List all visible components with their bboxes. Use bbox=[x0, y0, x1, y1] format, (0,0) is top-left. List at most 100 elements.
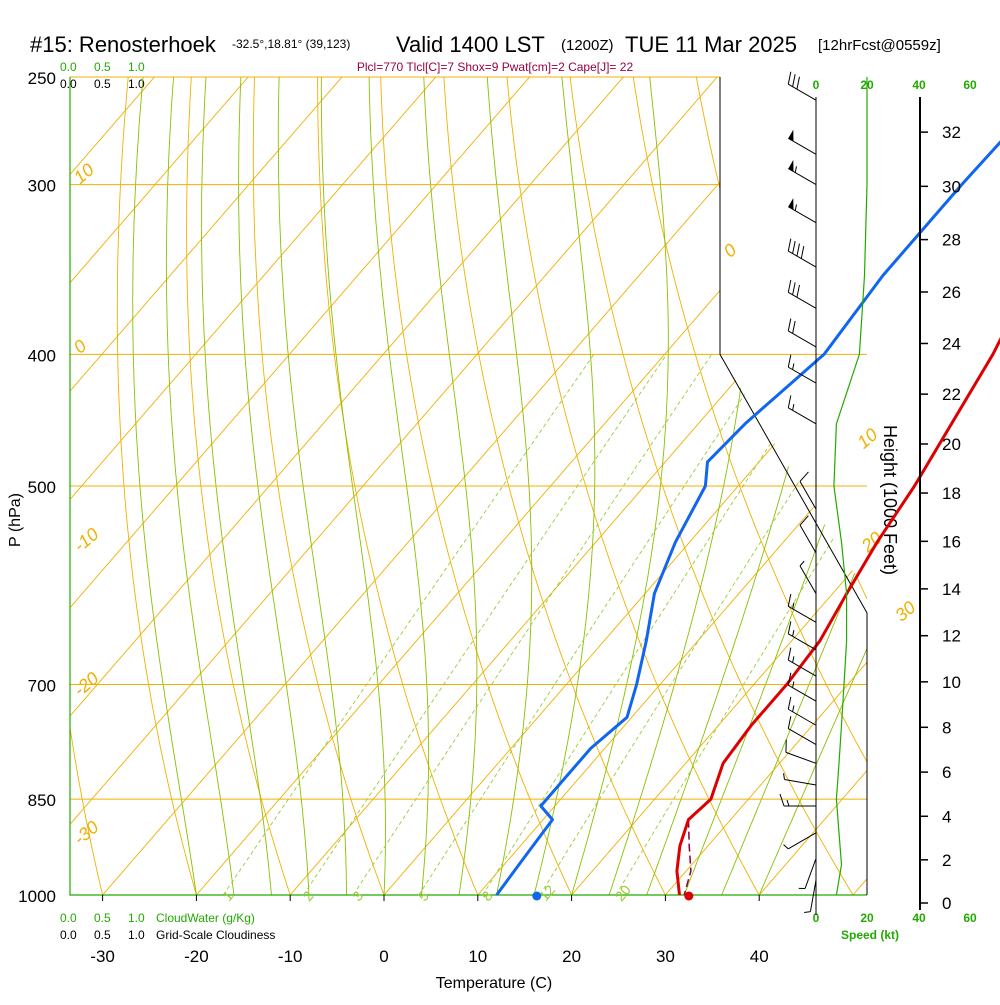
cloudwater-scale-top: 0.0 0.5 1.0 bbox=[60, 60, 145, 74]
wind-barb-full bbox=[788, 355, 791, 367]
height-tick-label: 12 bbox=[942, 627, 961, 646]
scale-label: 60 bbox=[963, 911, 977, 925]
height-axis-title: Height (1000 Feet) bbox=[880, 425, 900, 575]
dry-adiabat-line bbox=[630, 53, 966, 924]
mixing-ratio-label: 2 bbox=[299, 888, 316, 904]
height-tick-label: 26 bbox=[942, 283, 961, 302]
isotherm-label: 0 bbox=[720, 240, 741, 262]
wind-barb-full bbox=[788, 395, 791, 407]
wind-barb bbox=[780, 794, 816, 806]
wind-barb bbox=[800, 516, 816, 553]
scale-label: 1.0 bbox=[128, 928, 145, 942]
wind-barb bbox=[788, 160, 816, 185]
mixing-ratio-line bbox=[223, 354, 594, 895]
wind-barb-full bbox=[780, 794, 784, 806]
wind-barb-shaft bbox=[788, 729, 816, 745]
wind-barb-flag bbox=[788, 198, 793, 210]
chart-stats: Plcl=770 Tlcl[C]=7 Shox=9 Pwat[cm]=2 Cap… bbox=[357, 60, 634, 74]
scale-label: 1.0 bbox=[128, 911, 145, 925]
scale-label: 0.5 bbox=[94, 60, 111, 74]
wind-barb-full bbox=[788, 648, 791, 660]
wind-barb-flag bbox=[788, 130, 793, 142]
wind-barb-full bbox=[788, 239, 791, 251]
height-tick-label: 0 bbox=[942, 894, 951, 913]
wind-barb-shaft bbox=[810, 880, 816, 912]
cloudwater-scale-bottom: 0.0 0.5 1.0 CloudWater (g/Kg) bbox=[60, 911, 255, 925]
wind-barb bbox=[788, 130, 816, 155]
chart-valid-time: Valid 1400 LST bbox=[396, 32, 545, 57]
isotherm-label: 10 bbox=[70, 159, 98, 187]
mixing-ratio-label: 1 bbox=[219, 888, 236, 904]
wind-barb-full bbox=[801, 246, 804, 258]
wind-barb bbox=[788, 716, 816, 744]
scale-label: 0.0 bbox=[60, 77, 77, 91]
wind-barb-full bbox=[800, 472, 808, 481]
wind-barb-full bbox=[797, 77, 800, 89]
chart-date: TUE 11 Mar 2025 bbox=[625, 32, 797, 57]
wind-barb-shaft bbox=[805, 858, 816, 888]
x-tick-label: 20 bbox=[562, 947, 581, 966]
height-tick-label: 14 bbox=[942, 580, 961, 599]
wind-barb-half bbox=[793, 404, 794, 410]
scale-label: 1.0 bbox=[128, 60, 145, 74]
mixing-ratio-line bbox=[483, 354, 829, 895]
x-tick-label: -20 bbox=[184, 947, 209, 966]
scale-label: 0.5 bbox=[94, 928, 111, 942]
wind-barb-shaft bbox=[788, 833, 816, 849]
wind-barb-half bbox=[793, 681, 794, 687]
scale-label: 0.0 bbox=[60, 928, 77, 942]
x-tick-label: -30 bbox=[90, 947, 115, 966]
mixing-ratio-line bbox=[304, 354, 667, 895]
x-tick-label: 0 bbox=[379, 947, 388, 966]
speed-scale-top: 0 20 40 60 bbox=[813, 78, 977, 92]
height-tick-label: 30 bbox=[942, 177, 961, 196]
scale-label: 0.5 bbox=[94, 911, 111, 925]
wind-barb-full bbox=[788, 72, 791, 84]
wind-barb bbox=[800, 472, 816, 509]
wind-barb-shaft bbox=[786, 752, 816, 763]
dry-adiabat-line bbox=[443, 53, 681, 924]
wind-barb-full bbox=[788, 319, 791, 331]
scale-label: 0 bbox=[813, 78, 820, 92]
wind-barb-half bbox=[800, 561, 804, 566]
mixing-ratio-label: 3 bbox=[349, 888, 366, 904]
height-tick-label: 8 bbox=[942, 718, 951, 737]
wind-barb-full bbox=[793, 74, 796, 86]
scale-label: 20 bbox=[860, 911, 874, 925]
isotherm-label: -20 bbox=[70, 668, 103, 700]
wind-barb bbox=[788, 198, 816, 223]
height-tick-label: 22 bbox=[942, 385, 961, 404]
x-tick-label: -10 bbox=[278, 947, 303, 966]
wind-barb-shaft bbox=[788, 138, 816, 154]
chart-forecast: [12hrFcst@0559z] bbox=[818, 37, 941, 54]
wind-barb-half bbox=[784, 845, 789, 849]
wind-barb-shaft bbox=[800, 525, 816, 553]
wind-barb-half bbox=[795, 204, 796, 210]
wind-barb bbox=[788, 621, 816, 649]
pressure-tick-label: 1000 bbox=[18, 887, 56, 906]
mixing-ratio-label: 20 bbox=[612, 882, 634, 904]
wind-barb-shaft bbox=[788, 207, 816, 223]
wind-barb-half bbox=[804, 912, 810, 913]
wind-barb bbox=[788, 319, 816, 347]
cloudwater-label: CloudWater (g/Kg) bbox=[156, 911, 255, 925]
surface-dewpoint-marker bbox=[532, 892, 541, 901]
wind-barb-full bbox=[793, 282, 796, 294]
height-tick-label: 32 bbox=[942, 123, 961, 142]
wind-barb-full bbox=[788, 716, 791, 728]
scale-label: 0.0 bbox=[60, 911, 77, 925]
isotherm-line bbox=[0, 53, 457, 924]
dry-adiabat-line bbox=[187, 53, 300, 924]
pressure-tick-label: 500 bbox=[28, 478, 56, 497]
wind-barb-flag bbox=[788, 160, 793, 172]
isotherm-line bbox=[547, 53, 1000, 924]
isotherm-label: -10 bbox=[70, 524, 103, 556]
wind-barb-full bbox=[788, 280, 791, 292]
isotherm-line bbox=[0, 53, 175, 924]
wind-barb-half bbox=[795, 166, 796, 172]
pressure-tick-label: 300 bbox=[28, 177, 56, 196]
wind-barb-half bbox=[793, 630, 794, 636]
scale-label: 40 bbox=[912, 78, 926, 92]
